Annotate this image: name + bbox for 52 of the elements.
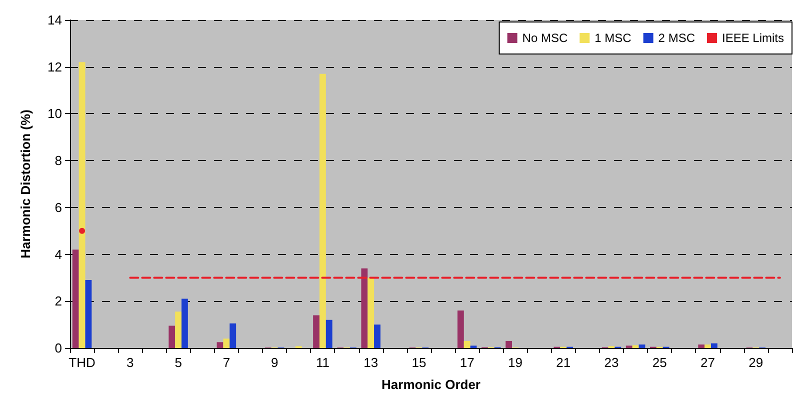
bar <box>506 340 512 348</box>
y-tick-label: 12 <box>48 59 62 74</box>
bar <box>223 338 230 348</box>
y-tick-label: 6 <box>54 200 62 215</box>
x-tick-label: 11 <box>316 355 330 370</box>
legend-label: 2 MSC <box>658 31 696 45</box>
y-tick-label: 0 <box>54 340 62 356</box>
y-tick-label: 8 <box>54 153 62 168</box>
y-tick-label: 14 <box>48 12 62 28</box>
x-tick-label: 27 <box>700 355 715 370</box>
x-tick-label: 25 <box>652 355 667 370</box>
x-tick-label: 15 <box>412 355 426 370</box>
bar <box>72 250 79 348</box>
x-tick-label: THD <box>68 355 96 370</box>
x-tick-label: 13 <box>364 355 378 370</box>
x-tick-label: 7 <box>222 355 230 370</box>
bar <box>361 268 368 348</box>
x-tick-label: 23 <box>604 355 619 370</box>
x-tick-label: 5 <box>174 355 182 370</box>
x-axis-title: Harmonic Order <box>382 377 480 392</box>
bar <box>638 344 646 348</box>
y-tick-label: 4 <box>54 246 62 262</box>
y-tick-label: 10 <box>48 106 62 122</box>
bar <box>326 320 332 348</box>
legend-label: 1 MSC <box>594 31 632 45</box>
bar <box>78 62 86 348</box>
bar <box>168 326 176 348</box>
bar <box>230 323 236 348</box>
x-tick-label: 21 <box>556 355 571 370</box>
bar <box>464 340 470 348</box>
bar <box>319 74 326 348</box>
y-axis-title: Harmonic Distortion (%) <box>18 110 33 258</box>
x-tick-label: 17 <box>460 355 474 370</box>
bar <box>374 324 380 348</box>
x-tick-label: 19 <box>508 355 522 370</box>
bar <box>175 312 182 348</box>
bar <box>457 310 464 348</box>
bar <box>368 278 374 348</box>
y-tick-label: 2 <box>54 294 62 309</box>
bar <box>216 342 224 348</box>
bar <box>698 344 705 348</box>
bar <box>85 280 92 348</box>
bar <box>704 344 711 348</box>
bar <box>632 345 639 348</box>
x-tick-label: 29 <box>748 355 764 370</box>
bar <box>182 298 188 348</box>
legend-label: No MSC <box>522 31 568 45</box>
x-tick-label: 9 <box>270 355 278 370</box>
bar <box>710 343 718 348</box>
bar <box>313 315 320 348</box>
legend-label: IEEE Limits <box>722 31 784 45</box>
x-tick-label: 3 <box>126 355 134 370</box>
